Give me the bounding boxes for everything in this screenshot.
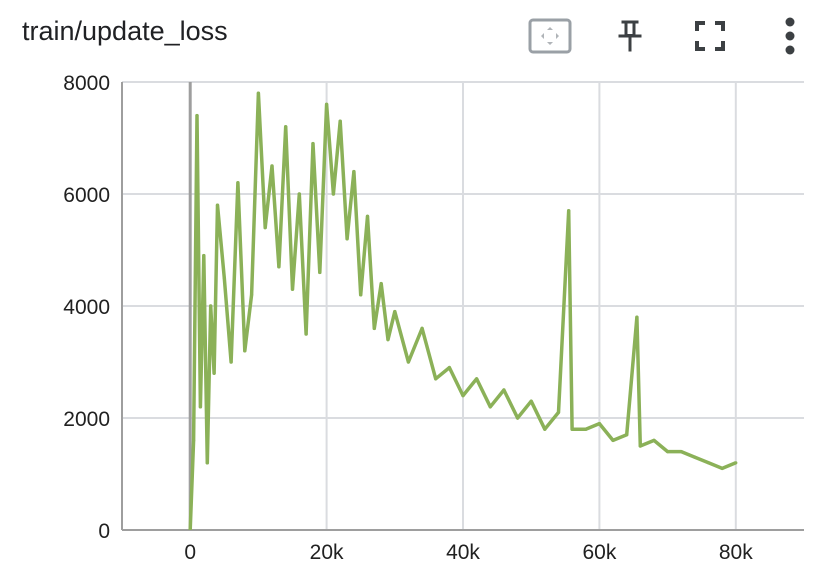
- data-point: [198, 405, 203, 409]
- data-point: [236, 181, 240, 185]
- data-point: [243, 349, 247, 353]
- y-tick-label: 0: [98, 520, 110, 543]
- data-point: [543, 427, 547, 431]
- data-point: [666, 450, 670, 454]
- more-vert-icon: [785, 17, 795, 55]
- data-point: [556, 410, 561, 414]
- data-point: [720, 466, 724, 470]
- data-point: [284, 125, 288, 129]
- data-point: [331, 192, 336, 196]
- data-point: [325, 102, 329, 106]
- data-point: [256, 91, 260, 95]
- data-point: [475, 377, 479, 381]
- data-point: [263, 226, 267, 230]
- data-point: [311, 142, 315, 146]
- data-point: [625, 433, 629, 437]
- data-point: [318, 270, 322, 274]
- x-tick-label: 20k: [310, 541, 344, 564]
- data-point: [365, 214, 370, 218]
- data-point: [229, 360, 233, 364]
- y-tick-label: 4000: [63, 296, 110, 319]
- data-point: [270, 164, 274, 168]
- data-point: [205, 461, 209, 465]
- more-options-button[interactable]: [768, 14, 812, 58]
- chart-title: train/update_loss: [22, 16, 228, 46]
- series-layer: [188, 91, 738, 530]
- data-point: [249, 293, 254, 297]
- x-tick-label: 60k: [582, 541, 616, 564]
- data-point: [570, 427, 574, 431]
- data-point: [202, 254, 206, 258]
- data-point: [406, 360, 411, 364]
- data-point: [635, 315, 639, 319]
- data-point: [638, 444, 642, 448]
- y-tick-label: 8000: [63, 72, 110, 95]
- data-point: [352, 170, 356, 174]
- data-point: [461, 394, 465, 398]
- data-point: [693, 455, 697, 459]
- data-point: [297, 192, 301, 196]
- data-point: [434, 377, 438, 381]
- data-point: [393, 310, 397, 314]
- data-point: [195, 114, 199, 118]
- data-point: [488, 405, 492, 409]
- data-point: [679, 450, 683, 454]
- data-point: [706, 461, 711, 465]
- series-line: [188, 91, 737, 530]
- fullscreen-icon: [695, 21, 725, 51]
- data-point: [212, 371, 216, 375]
- y-tick-label: 6000: [63, 184, 110, 207]
- data-point: [304, 332, 308, 336]
- fit-domain-icon: [528, 18, 572, 54]
- pin-button[interactable]: [608, 14, 652, 58]
- data-point: [611, 438, 615, 442]
- data-point: [222, 276, 226, 280]
- data-point: [277, 265, 281, 269]
- data-point: [529, 399, 533, 403]
- fit-domain-button[interactable]: [528, 14, 572, 58]
- data-point: [502, 388, 506, 392]
- data-point: [290, 287, 295, 291]
- y-tick-label: 2000: [63, 408, 110, 431]
- data-point: [597, 422, 602, 426]
- data-point: [188, 528, 192, 530]
- data-point: [734, 461, 738, 465]
- data-point: [515, 416, 520, 420]
- x-tick-label: 40k: [446, 541, 480, 564]
- fullscreen-button[interactable]: [688, 14, 732, 58]
- axes: [121, 82, 804, 531]
- data-point: [567, 209, 571, 213]
- data-point: [447, 366, 451, 370]
- data-point: [386, 338, 390, 342]
- data-point: [192, 438, 196, 442]
- grid: [122, 81, 804, 530]
- data-point: [379, 282, 383, 286]
- data-point: [359, 293, 363, 297]
- tick-labels: 0 20k 40k 60k 80k 0 2000 4000 6000 8000: [63, 72, 753, 564]
- data-point: [420, 326, 424, 330]
- pin-icon: [618, 20, 642, 52]
- data-point: [338, 119, 342, 123]
- card-toolbar: [528, 14, 812, 58]
- x-tick-label: 80k: [719, 541, 753, 564]
- data-point: [209, 304, 213, 308]
- data-point: [215, 203, 220, 207]
- data-point: [345, 237, 349, 241]
- data-point: [372, 326, 376, 330]
- data-point: [584, 427, 588, 431]
- x-tick-label: 0: [184, 541, 196, 564]
- data-point: [652, 438, 656, 442]
